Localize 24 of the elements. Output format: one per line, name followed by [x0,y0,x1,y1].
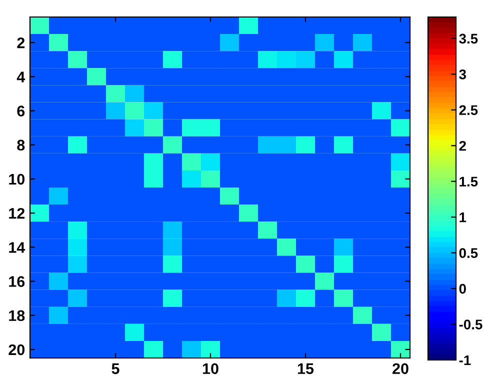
y-tick-label: 8 [17,140,25,151]
color-bar-label: -1 [459,355,471,366]
color-bar-label: 2 [459,140,466,151]
y-tick-label: 6 [17,106,25,116]
x-tick-label: 20 [392,363,408,374]
y-tick-label: 14 [9,242,26,253]
color-bar-label: 2.5 [459,105,478,116]
y-tick-label: 2 [17,37,25,48]
color-bar-label: 3 [459,70,466,80]
x-tick-label: 5 [112,363,120,374]
y-tick-label: 4 [16,72,26,82]
x-tick-label: 15 [298,363,314,374]
color-bar-label: 3.5 [459,34,478,44]
x-tick-label: 10 [202,363,218,374]
y-tick-label: 10 [9,174,25,185]
color-bar-label: 0 [459,284,466,294]
color-bar-label: 1 [460,212,466,222]
y-tick-label: 16 [9,276,25,287]
color-bar-label: 1.5 [460,176,478,187]
y-tick-label: 20 [8,344,25,356]
color-bar-label: 0.5 [459,248,478,258]
y-tick-label: 12 [9,208,25,219]
y-tick-label: 18 [9,310,25,322]
color-bar-label: -0.5 [459,320,482,330]
